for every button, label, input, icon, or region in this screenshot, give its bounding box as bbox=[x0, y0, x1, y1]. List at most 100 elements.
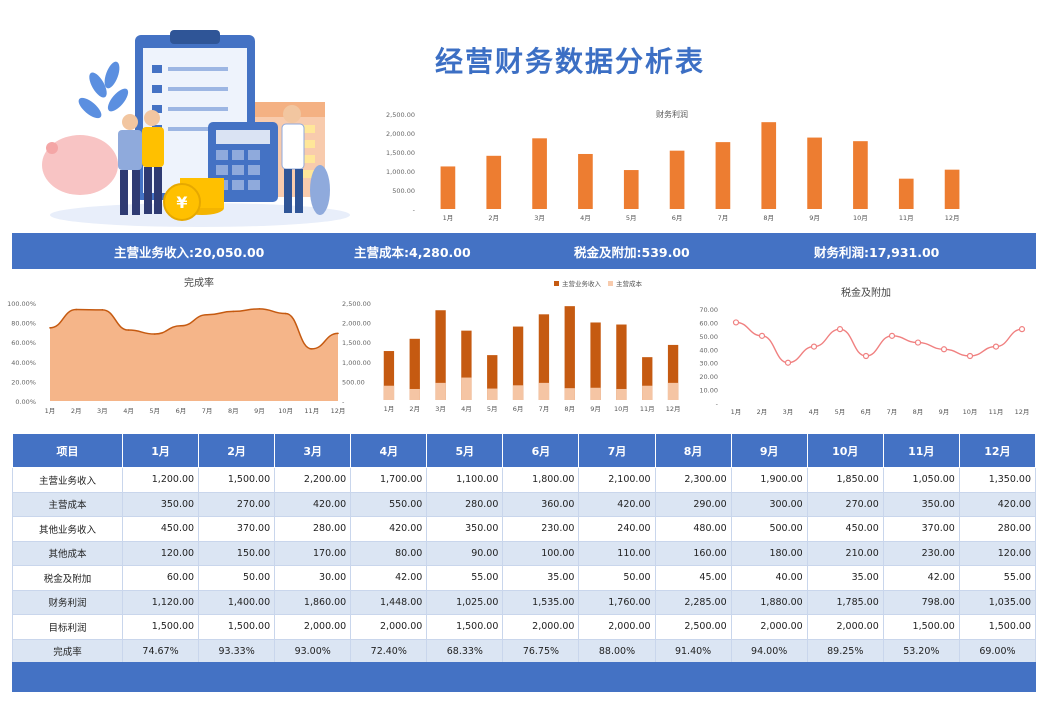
chart3-xtick: 7月 bbox=[539, 405, 550, 413]
table-cell: 45.00 bbox=[654, 565, 732, 591]
table-cell: 50.00 bbox=[578, 565, 656, 591]
table-cell: 290.00 bbox=[654, 491, 732, 517]
table-cell: 420.00 bbox=[274, 491, 352, 517]
chart4-point bbox=[1018, 326, 1026, 333]
table-cell: 420.00 bbox=[578, 491, 656, 517]
table-cell: 2,100.00 bbox=[578, 467, 656, 493]
chart4-point bbox=[836, 326, 844, 333]
table-cell: 72.40% bbox=[350, 638, 428, 664]
chart1-bar bbox=[578, 153, 593, 209]
financial-data-table: 项目 1月 2月 3月 4月 5月 6月 7月 8月 9月 10月 11月 12月 主营业务收入 1,20… bbox=[12, 433, 1037, 664]
chart1-xtick: 11月 bbox=[899, 214, 914, 222]
table-cell: 91.40% bbox=[654, 638, 732, 664]
chart1-xtick: 8月 bbox=[763, 214, 774, 222]
chart2-area bbox=[50, 308, 338, 401]
table-cell: 420.00 bbox=[958, 491, 1037, 517]
chart2-xtick: 1月 bbox=[45, 407, 56, 415]
chart3-legend-cost: 主营成本 bbox=[616, 279, 643, 288]
chart3-xtick: 3月 bbox=[435, 405, 446, 413]
chart2-point bbox=[153, 333, 156, 335]
table-cell: 1,050.00 bbox=[882, 467, 960, 493]
chart1-xtick: 4月 bbox=[580, 214, 591, 222]
table-cell: 1,200.00 bbox=[121, 467, 200, 493]
row-label: 财务利润 bbox=[12, 589, 123, 615]
table-cell: 300.00 bbox=[730, 491, 808, 517]
table-cell: 1,880.00 bbox=[730, 589, 808, 615]
table-cell: 94.00% bbox=[730, 638, 808, 664]
row-label: 完成率 bbox=[12, 638, 123, 664]
table-cell: 42.00 bbox=[882, 565, 960, 591]
table-cell: 1,785.00 bbox=[806, 589, 884, 615]
chart2-ytick: 60.00% bbox=[11, 339, 36, 347]
table-cell: 2,500.00 bbox=[654, 614, 732, 640]
table-cell: 1,760.00 bbox=[578, 589, 656, 615]
table-cell: 88.00% bbox=[578, 638, 656, 664]
table-cell: 1,025.00 bbox=[426, 589, 504, 615]
table-row: 其他成本 120.00 150.00 170.00 80.00 90.00 100.00 11… bbox=[12, 540, 1037, 566]
table-cell: 1,500.00 bbox=[882, 614, 960, 640]
chart4-xtick: 8月 bbox=[913, 408, 924, 416]
chart1-bar bbox=[715, 142, 731, 209]
table-row: 财务利润 1,120.00 1,400.00 1,860.00 1,448.00 1,02… bbox=[12, 589, 1037, 615]
chart3-bar-cost bbox=[642, 385, 653, 400]
table-cell: 2,200.00 bbox=[274, 467, 352, 493]
table-cell: 89.25% bbox=[806, 638, 884, 664]
chart2-point bbox=[284, 312, 287, 315]
table-cell: 1,350.00 bbox=[958, 467, 1037, 493]
table-cell: 350.00 bbox=[882, 491, 960, 517]
table-cell: 90.00 bbox=[426, 540, 504, 566]
row-label: 目标利润 bbox=[12, 614, 123, 640]
table-cell: 280.00 bbox=[274, 516, 352, 542]
chart3-xtick: 12月 bbox=[666, 405, 681, 413]
table-cell: 2,000.00 bbox=[730, 614, 808, 640]
table-cell: 2,000.00 bbox=[578, 614, 656, 640]
table-cell: 1,100.00 bbox=[426, 467, 504, 493]
row-label: 其他成本 bbox=[12, 540, 123, 566]
finance-illustration: ¥ bbox=[42, 30, 350, 227]
chart2-right-ytick: 1,000.00 bbox=[342, 359, 371, 367]
chart1-ytick: 1,000.00 bbox=[386, 168, 415, 176]
table-cell: 69.00% bbox=[958, 638, 1037, 664]
chart1-xtick: 5月 bbox=[626, 214, 637, 222]
chart1-title: 财务利润 bbox=[656, 109, 688, 119]
chart2-xtick: 11月 bbox=[304, 407, 319, 415]
chart2-point bbox=[337, 332, 339, 335]
table-cell: 68.33% bbox=[426, 638, 504, 664]
chart3-xtick: 4月 bbox=[461, 405, 472, 413]
chart4-ytick: 20.00 bbox=[699, 373, 718, 381]
table-cell: 1,448.00 bbox=[350, 589, 428, 615]
table-header-month: 8月 bbox=[654, 433, 732, 468]
chart4-xtick: 2月 bbox=[757, 408, 768, 416]
table-cell: 480.00 bbox=[654, 516, 732, 542]
completion-area-chart: 完成率 0.00% 20.00% 40.00% 60.00% 80.00% 100.00% -… bbox=[7, 276, 371, 415]
chart3-bar-revenue bbox=[409, 338, 420, 400]
table-cell: 270.00 bbox=[806, 491, 884, 517]
chart2-ytick: 100.00% bbox=[7, 300, 36, 308]
chart3-bar-revenue bbox=[461, 330, 472, 400]
table-cell: 74.67% bbox=[121, 638, 200, 664]
chart2-ytick: 40.00% bbox=[11, 359, 36, 367]
table-cell: 93.00% bbox=[274, 638, 352, 664]
chart3-bar-cost bbox=[487, 388, 498, 400]
table-cell: 210.00 bbox=[806, 540, 884, 566]
chart2-xtick: 12月 bbox=[331, 407, 346, 415]
summary-profit: 财务利润:17,931.00 bbox=[814, 244, 940, 260]
chart4-xtick: 9月 bbox=[939, 408, 950, 416]
chart2-point bbox=[180, 324, 182, 327]
chart4-title: 税金及附加 bbox=[841, 286, 891, 299]
chart1-xtick: 12月 bbox=[945, 214, 960, 222]
table-cell: 93.33% bbox=[198, 638, 276, 664]
table-cell: 35.00 bbox=[502, 565, 580, 591]
table-cell: 42.00 bbox=[350, 565, 428, 591]
table-cell: 230.00 bbox=[882, 540, 960, 566]
chart3-bar-revenue bbox=[564, 306, 575, 400]
chart1-bar bbox=[944, 169, 960, 209]
chart4-ytick: 10.00 bbox=[699, 387, 718, 395]
chart4-point bbox=[732, 319, 740, 326]
table-cell: 1,500.00 bbox=[426, 614, 504, 640]
table-cell: 1,900.00 bbox=[730, 467, 808, 493]
chart2-xtick: 4月 bbox=[123, 407, 134, 415]
chart4-xtick: 3月 bbox=[783, 408, 794, 416]
chart2-point bbox=[49, 327, 51, 329]
chart4-point bbox=[966, 352, 974, 360]
